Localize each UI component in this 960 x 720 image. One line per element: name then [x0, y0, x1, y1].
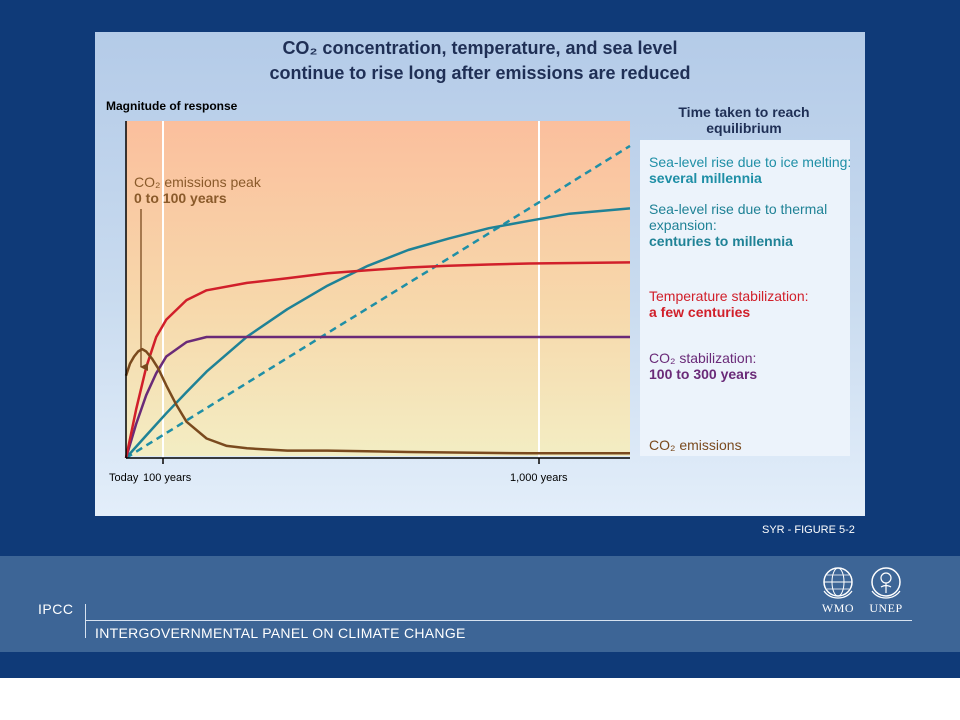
organization-name: INTERGOVERNMENTAL PANEL ON CLIMATE CHANG… — [95, 625, 466, 641]
chart-title-line2: continue to rise long after emissions ar… — [269, 63, 691, 83]
equilibrium-heading: Time taken to reach equilibrium — [678, 104, 809, 136]
wmo-logo: WMO — [816, 565, 860, 616]
series-line-co2 — [124, 335, 630, 459]
wmo-label: WMO — [821, 601, 855, 615]
legend-timescale-thermal: centuries to millennia — [649, 233, 793, 249]
figure-reference: SYR - FIGURE 5-2 — [762, 524, 855, 536]
legend-label-thermal: Sea-level rise due to thermal — [649, 201, 827, 217]
ipcc-label: IPCC — [38, 601, 74, 617]
legend-label-co2: CO₂ stabilization: — [649, 350, 756, 366]
series-line-temperature — [124, 261, 631, 459]
unep-emblem-icon — [871, 567, 901, 599]
legend-label-ice: Sea-level rise due to ice melting: — [649, 154, 851, 170]
emissions-peak-range: 0 to 100 years — [134, 190, 227, 206]
legend-timescale-ice: several millennia — [649, 170, 762, 186]
legend-label-thermal-cont: expansion: — [649, 217, 717, 233]
x-tick-label-100: 100 years — [143, 472, 192, 484]
bottom-strip — [0, 678, 960, 720]
wmo-emblem-icon — [823, 567, 853, 599]
emissions-peak-label: CO₂ emissions peak — [134, 174, 262, 190]
legend-timescale-temperature: a few centuries — [649, 304, 750, 320]
series-line-thermal — [125, 207, 631, 459]
series-line-ice — [125, 144, 631, 460]
series-line-emissions — [124, 347, 630, 455]
footer-rule — [86, 620, 912, 621]
legend-label-emissions: CO₂ emissions — [649, 437, 742, 453]
equilibrium-panel — [640, 140, 850, 456]
legend-label-temperature: Temperature stabilization: — [649, 288, 809, 304]
unep-label: UNEP — [869, 601, 903, 615]
chart-title-line1: CO₂ concentration, temperature, and sea … — [282, 38, 678, 58]
x-tick-label-1000: 1,000 years — [510, 472, 568, 484]
y-axis-label: Magnitude of response — [106, 99, 238, 113]
unep-logo: UNEP — [864, 565, 908, 616]
ipcc-divider — [85, 604, 86, 638]
plot-area — [126, 121, 630, 456]
footer-band — [0, 556, 960, 652]
x-tick-label-today: Today — [109, 472, 139, 484]
legend-timescale-co2: 100 to 300 years — [649, 366, 757, 382]
